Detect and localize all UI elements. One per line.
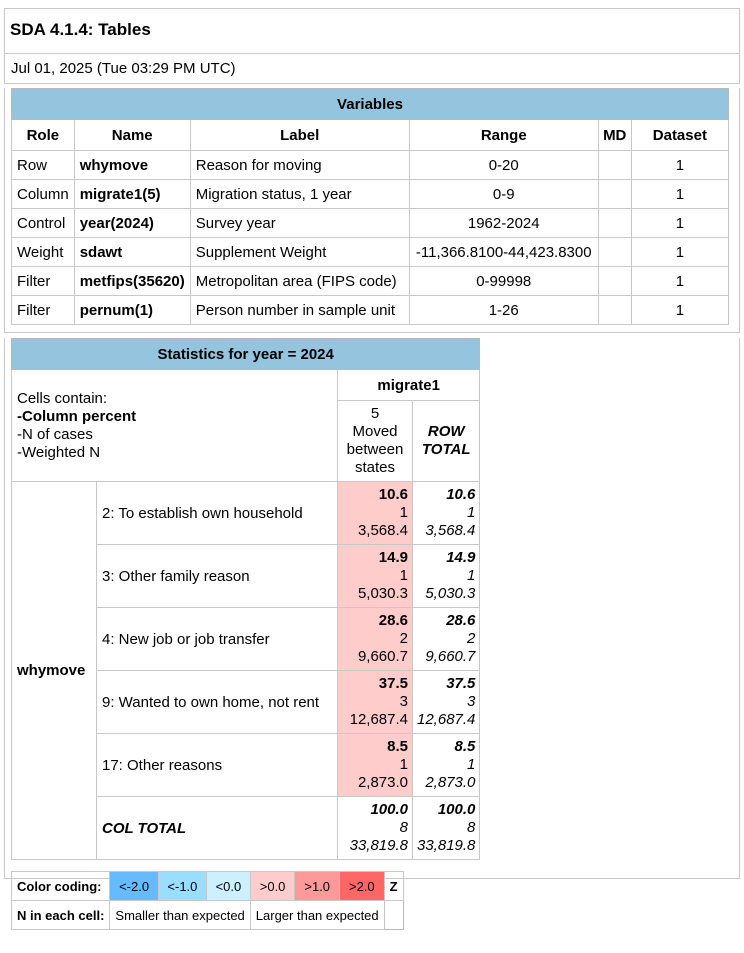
variable-row: Filter metfips(35620) Metropolitan area …	[11, 266, 730, 296]
page-title: SDA 4.1.4: Tables	[10, 20, 151, 39]
col-header-range: Range	[408, 119, 599, 151]
variables-caption: Variables	[11, 88, 729, 120]
row-total-cell: 37.5 3 12,687.4	[411, 670, 481, 734]
var-md	[597, 208, 632, 238]
var-label: Migration status, 1 year	[189, 179, 410, 209]
grand-total-cell: 100.0 8 33,819.8	[411, 796, 481, 860]
var-dataset: 1	[630, 179, 730, 209]
column-category-header: 5 Moved between states	[337, 400, 413, 482]
swatch-above-1: >1.0	[294, 871, 341, 901]
statistics-section: Statistics for year = 2024 Cells contain…	[4, 338, 740, 930]
larger-than-expected-note: Larger than expected	[249, 900, 385, 930]
var-role: Row	[11, 150, 75, 180]
column-variable-link[interactable]: migrate1	[336, 369, 481, 401]
swatch-below-minus-1: <-1.0	[157, 871, 208, 901]
variable-row: Filter pernum(1) Person number in sample…	[11, 295, 730, 325]
cells-item-column-percent: -Column percent	[17, 408, 137, 425]
color-coding-legend: Color coding: <-2.0 <-1.0 <0.0 >0.0 >1.0…	[10, 871, 404, 930]
row-total-cell: 14.9 1 5,030.3	[411, 544, 481, 608]
var-dataset: 1	[630, 266, 730, 296]
row-label: 2: To establish own household	[96, 481, 338, 545]
z-label: Z	[383, 871, 404, 901]
row-label: 9: Wanted to own home, not rent	[96, 670, 338, 734]
var-label: Survey year	[189, 208, 410, 238]
variable-row: Row whymove Reason for moving 0-20 1	[11, 150, 730, 180]
var-range: -11,366.8100-44,423.8300	[408, 237, 599, 267]
var-name-link[interactable]: whymove	[73, 150, 191, 180]
report-header: SDA 4.1.4: Tables	[4, 8, 740, 54]
var-md	[597, 179, 632, 209]
smaller-than-expected-note: Smaller than expected	[109, 900, 251, 930]
row-label: 17: Other reasons	[96, 733, 338, 797]
n-in-cell-label: N in each cell:	[10, 900, 111, 930]
col-total-cell: 100.0 8 33,819.8	[337, 796, 413, 860]
var-role: Column	[11, 179, 75, 209]
var-name-link[interactable]: metfips(35620)	[73, 266, 191, 296]
data-cell: 14.9 1 5,030.3	[337, 544, 413, 608]
variables-section: Variables Role Name Label Range MD Datas…	[4, 88, 740, 333]
var-label: Supplement Weight	[189, 237, 410, 267]
row-total-cell: 10.6 1 3,568.4	[411, 481, 481, 545]
var-role: Weight	[11, 237, 75, 267]
col-total-label: COL TOTAL	[96, 796, 338, 860]
var-label: Metropolitan area (FIPS code)	[189, 266, 410, 296]
var-range: 0-20	[408, 150, 599, 180]
variable-row: Control year(2024) Survey year 1962-2024…	[11, 208, 730, 238]
var-name-link[interactable]: pernum(1)	[73, 295, 191, 325]
row-label: 4: New job or job transfer	[96, 607, 338, 671]
var-md	[597, 266, 632, 296]
cells-item-n-cases: -N of cases	[17, 426, 93, 443]
var-range: 1962-2024	[408, 208, 599, 238]
var-md	[597, 295, 632, 325]
row-total-header: ROW TOTAL	[411, 400, 481, 482]
var-dataset: 1	[630, 237, 730, 267]
col-header-label: Label	[189, 119, 410, 151]
var-role: Filter	[11, 266, 75, 296]
swatch-above-2: >2.0	[339, 871, 385, 901]
col-header-name: Name	[73, 119, 191, 151]
row-total-cell: 28.6 2 9,660.7	[411, 607, 481, 671]
row-label: 3: Other family reason	[96, 544, 338, 608]
stats-caption: Statistics for year = 2024	[10, 338, 481, 370]
var-dataset: 1	[630, 295, 730, 325]
data-cell: 8.5 1 2,873.0	[337, 733, 413, 797]
var-range: 1-26	[408, 295, 599, 325]
cells-contain-heading: Cells contain:	[17, 390, 108, 407]
data-cell: 10.6 1 3,568.4	[337, 481, 413, 545]
var-md	[597, 150, 632, 180]
var-name-link[interactable]: sdawt	[73, 237, 191, 267]
var-label: Person number in sample unit	[189, 295, 410, 325]
col-header-dataset: Dataset	[630, 119, 730, 151]
var-label: Reason for moving	[189, 150, 410, 180]
cells-contain-note: Cells contain: -Column percent -N of cas…	[11, 369, 338, 482]
swatch-below-minus-2: <-2.0	[109, 871, 159, 901]
var-md	[597, 237, 632, 267]
variable-row: Column migrate1(5) Migration status, 1 y…	[11, 179, 730, 209]
swatch-below-0: <0.0	[206, 871, 251, 901]
var-role: Control	[11, 208, 75, 238]
var-role: Filter	[11, 295, 75, 325]
row-variable-link[interactable]: whymove	[11, 481, 97, 860]
var-dataset: 1	[630, 150, 730, 180]
var-range: 0-99998	[408, 266, 599, 296]
var-name-link[interactable]: year(2024)	[73, 208, 191, 238]
variable-row: Weight sdawt Supplement Weight -11,366.8…	[11, 237, 730, 267]
run-date: Jul 01, 2025 (Tue 03:29 PM UTC)	[4, 54, 740, 84]
variables-table: Variables Role Name Label Range MD Datas…	[11, 88, 730, 325]
data-cell: 28.6 2 9,660.7	[337, 607, 413, 671]
cells-item-weighted-n: -Weighted N	[17, 444, 101, 461]
swatch-above-0: >0.0	[249, 871, 296, 901]
data-cell: 37.5 3 12,687.4	[337, 670, 413, 734]
col-header-role: Role	[11, 119, 75, 151]
var-name-link[interactable]: migrate1(5)	[73, 179, 191, 209]
var-range: 0-9	[408, 179, 599, 209]
row-total-cell: 8.5 1 2,873.0	[411, 733, 481, 797]
var-dataset: 1	[630, 208, 730, 238]
col-header-md: MD	[597, 119, 632, 151]
crosstab-table: Statistics for year = 2024 Cells contain…	[10, 338, 481, 860]
color-coding-label: Color coding:	[10, 871, 111, 901]
